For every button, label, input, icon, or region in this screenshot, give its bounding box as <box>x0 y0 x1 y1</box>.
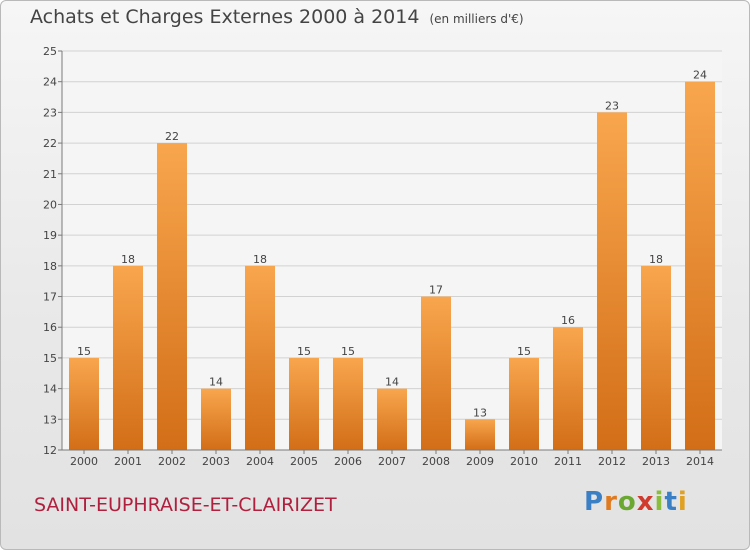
y-tick-label: 14 <box>43 383 57 396</box>
bar-value-label: 15 <box>77 345 91 358</box>
x-tick-label: 2009 <box>466 455 494 468</box>
bar-value-label: 15 <box>341 345 355 358</box>
chart-title: Achats et Charges Externes 2000 à 2014 (e… <box>30 6 524 28</box>
bar <box>553 327 583 450</box>
x-tick-label: 2006 <box>334 455 362 468</box>
bar <box>509 357 539 450</box>
y-tick-label: 25 <box>43 45 57 58</box>
y-tick-label: 17 <box>43 291 57 304</box>
y-tick-label: 16 <box>43 321 57 334</box>
bar-value-label: 15 <box>297 345 311 358</box>
x-tick-label: 2008 <box>422 455 450 468</box>
y-tick-label: 22 <box>43 137 57 150</box>
bar-value-label: 23 <box>605 99 619 112</box>
y-tick-label: 23 <box>43 106 57 119</box>
y-tick-label: 18 <box>43 260 57 273</box>
bar-value-label: 18 <box>649 253 663 266</box>
title-text: Achats et Charges Externes 2000 à 2014 <box>30 6 420 28</box>
y-tick-label: 12 <box>43 444 57 457</box>
x-tick-label: 2007 <box>378 455 406 468</box>
x-tick-label: 2001 <box>114 455 142 468</box>
bar-value-label: 24 <box>693 69 707 82</box>
x-tick-label: 2010 <box>510 455 538 468</box>
bar-value-label: 18 <box>121 253 135 266</box>
y-tick-label: 20 <box>43 198 57 211</box>
bar <box>245 265 275 450</box>
bar-value-label: 16 <box>561 314 575 327</box>
bar <box>421 296 451 450</box>
bar-value-label: 15 <box>517 345 531 358</box>
bar-value-label: 14 <box>385 376 399 389</box>
bar-value-label: 22 <box>165 130 179 143</box>
bar <box>69 357 99 450</box>
title-unit: (en milliers d'€) <box>429 12 524 26</box>
bar <box>157 143 187 451</box>
x-tick-label: 2012 <box>598 455 626 468</box>
x-tick-label: 2013 <box>642 455 670 468</box>
bar <box>289 357 319 450</box>
x-tick-label: 2000 <box>70 455 98 468</box>
bar-value-label: 14 <box>209 376 223 389</box>
x-tick-label: 2003 <box>202 455 230 468</box>
bar <box>333 357 363 450</box>
bar <box>377 388 407 450</box>
bar <box>201 388 231 450</box>
x-tick-label: 2011 <box>554 455 582 468</box>
bar <box>685 81 715 450</box>
y-tick-label: 13 <box>43 413 57 426</box>
x-tick-label: 2014 <box>686 455 714 468</box>
x-tick-label: 2005 <box>290 455 318 468</box>
bar <box>465 419 495 450</box>
x-tick-label: 2004 <box>246 455 274 468</box>
y-tick-label: 24 <box>43 76 57 89</box>
bar-value-label: 13 <box>473 406 487 419</box>
bar-value-label: 18 <box>253 253 267 266</box>
proxiti-logo: Proxiti <box>584 487 688 517</box>
bar-value-label: 17 <box>429 284 443 297</box>
y-tick-label: 21 <box>43 168 57 181</box>
commune-name: SAINT-EUPHRAISE-ET-CLAIRIZET <box>34 494 337 516</box>
bar <box>113 265 143 450</box>
bar <box>597 112 627 450</box>
y-tick-label: 19 <box>43 229 57 242</box>
x-tick-label: 2002 <box>158 455 186 468</box>
bar <box>641 265 671 450</box>
y-tick-label: 15 <box>43 352 57 365</box>
